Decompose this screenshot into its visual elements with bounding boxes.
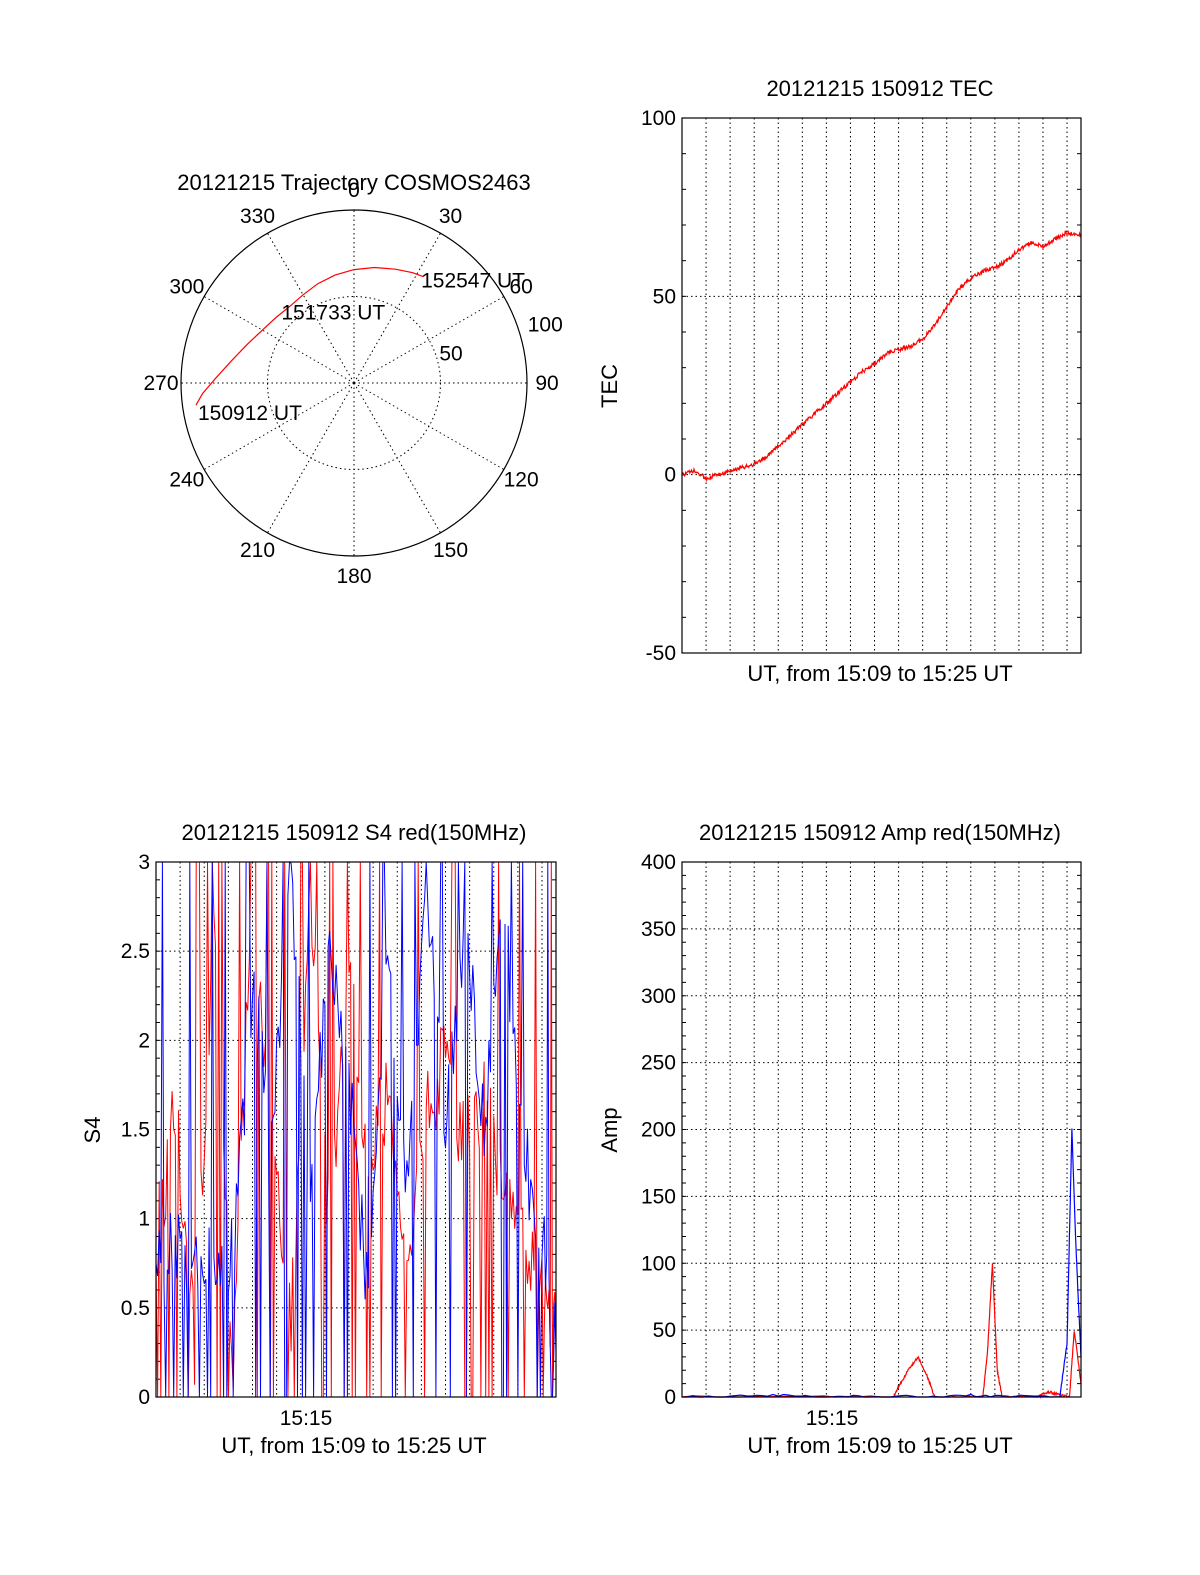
y-tick-label: 1.5 [121, 1119, 150, 1142]
polar-outer-circle [180, 209, 528, 557]
polar-azimuth-label: 0 [348, 179, 360, 202]
polar-azimuth-label: 60 [509, 276, 532, 299]
y-tick-label: 300 [641, 985, 676, 1008]
amp-ylabel: Amp [597, 1107, 622, 1152]
polar-azimuth-label: 150 [433, 539, 468, 562]
tec-plot-series-red [681, 229, 1082, 483]
y-tick-label: 50 [653, 285, 676, 308]
y-tick-label: 350 [641, 918, 676, 941]
y-tick-label: 100 [641, 1252, 676, 1275]
y-tick-label: 1 [138, 1208, 150, 1231]
polar-point-label: 151733 UT [281, 301, 385, 324]
s4-ylabel: S4 [80, 1117, 105, 1144]
y-tick-label: 100 [641, 107, 676, 130]
polar-spoke [267, 382, 355, 534]
polar-azimuth-label: 240 [169, 469, 204, 492]
tec-title: 20121215 150912 TEC [766, 76, 993, 101]
y-tick-label: 2.5 [121, 940, 150, 963]
polar-azimuth-labels: 0 30 60 90 120 150 180 210 240 270 300 330 50 100 [143, 179, 562, 588]
amp-chart: 20121215 150912 Amp red(150MHz) 15:15 UT… [597, 820, 1082, 1458]
tec-chart: 20121215 150912 TEC UT, from 15:09 to 15… [597, 76, 1082, 686]
polar-grid [180, 209, 528, 557]
tec-plot-frame [681, 117, 1082, 654]
polar-spoke [267, 232, 355, 384]
polar-point-label: 152547 UT [421, 270, 525, 293]
polar-trajectory-line [195, 266, 424, 406]
y-tick-label: 0 [138, 1386, 150, 1409]
polar-title: 20121215 Trajectory COSMOS2463 [177, 170, 530, 195]
amp-xlabel: UT, from 15:09 to 15:25 UT [747, 1433, 1012, 1458]
s4-plot-frame [155, 861, 557, 1398]
polar-trajectory-chart: 20121215 Trajectory COSMOS2463 0 30 60 90 12… [143, 170, 562, 588]
amp-title: 20121215 150912 Amp red(150MHz) [699, 820, 1061, 845]
y-tick-label: 0 [664, 464, 676, 487]
polar-spoke [203, 296, 355, 384]
s4-xtick-label: 15:15 [280, 1407, 333, 1430]
polar-radial-label: 50 [439, 342, 462, 365]
y-tick-label: 0 [664, 1386, 676, 1409]
polar-spoke [203, 382, 355, 470]
polar-azimuth-label: 270 [143, 372, 178, 395]
y-tick-label: 50 [653, 1319, 676, 1342]
tec-ylabel: TEC [597, 364, 622, 408]
polar-spoke [353, 296, 505, 384]
tec-xlabel: UT, from 15:09 to 15:25 UT [747, 661, 1012, 686]
polar-azimuth-label: 180 [336, 565, 371, 588]
s4-plot-series-red [155, 861, 557, 1398]
polar-spoke [353, 382, 505, 470]
polar-azimuth-label: 210 [240, 539, 275, 562]
amp-xtick-label: 15:15 [806, 1407, 859, 1430]
s4-title: 20121215 150912 S4 red(150MHz) [182, 820, 527, 845]
y-tick-label: 150 [641, 1185, 676, 1208]
s4-xlabel: UT, from 15:09 to 15:25 UT [221, 1433, 486, 1458]
polar-azimuth-label: 300 [169, 276, 204, 299]
polar-trajectory-series: 150912 UT 151733 UT 152547 UT [195, 266, 525, 425]
y-tick-label: -50 [646, 642, 676, 665]
polar-azimuth-label: 120 [504, 469, 539, 492]
polar-azimuth-label: 30 [439, 205, 462, 228]
y-tick-label: 400 [641, 851, 676, 874]
s4-chart: 20121215 150912 S4 red(150MHz) 15:15 UT,… [80, 820, 557, 1458]
polar-spoke [353, 232, 441, 384]
polar-radial-label: 100 [528, 314, 563, 337]
amp-plot-frame [681, 861, 1082, 1398]
amp-plot-series-red [681, 1263, 1082, 1400]
polar-point-label: 150912 UT [198, 402, 302, 425]
polar-spoke [353, 382, 441, 534]
polar-azimuth-label: 90 [535, 372, 558, 395]
y-tick-label: 3 [138, 851, 150, 874]
y-tick-label: 250 [641, 1052, 676, 1075]
polar-azimuth-label: 330 [240, 205, 275, 228]
y-tick-label: 200 [641, 1119, 676, 1142]
y-tick-label: 2 [138, 1029, 150, 1052]
y-tick-label: 0.5 [121, 1297, 150, 1320]
